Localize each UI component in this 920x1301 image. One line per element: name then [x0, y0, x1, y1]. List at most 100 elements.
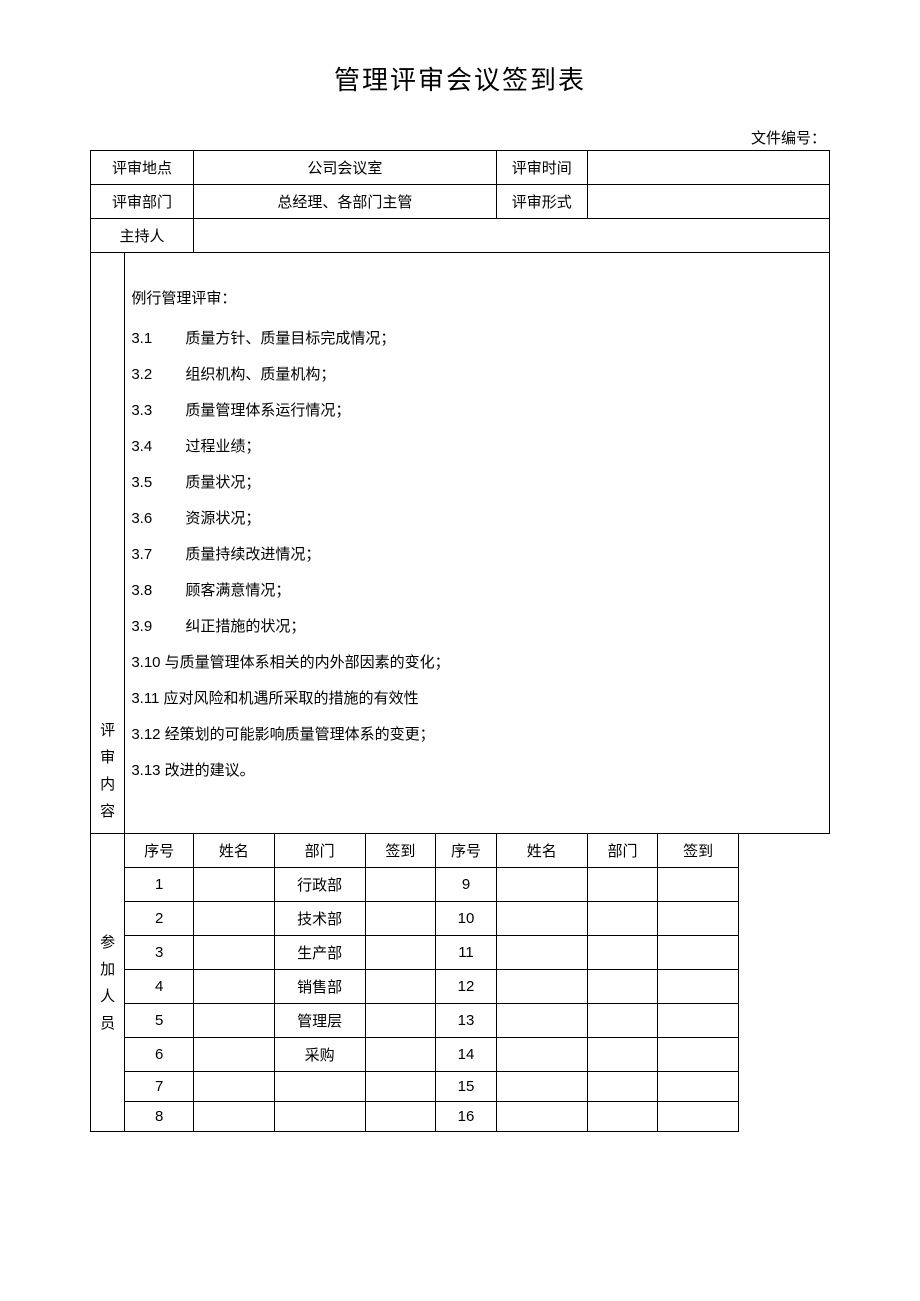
- seq-cell: 1: [125, 868, 194, 902]
- review-content-row: 评 审 内 容 例行管理评审： 3.1质量方针、质量目标完成情况； 3.2组织机…: [91, 253, 830, 834]
- dept-cell: [274, 1072, 365, 1102]
- dept-cell: [587, 1004, 658, 1038]
- name-cell: [496, 902, 587, 936]
- seq-cell: 12: [436, 970, 497, 1004]
- name-cell: [496, 1004, 587, 1038]
- name-cell: [193, 1072, 274, 1102]
- header-row-dept: 评审部门 总经理、各部门主管 评审形式: [91, 185, 830, 219]
- sign-cell: [658, 902, 739, 936]
- attend-row: 5 管理层 13: [91, 1004, 830, 1038]
- review-item: 3.7质量持续改进情况；: [131, 537, 823, 573]
- sign-cell: [658, 1004, 739, 1038]
- review-item: 3.11 应对风险和机遇所采取的措施的有效性: [131, 681, 823, 717]
- sign-cell: [365, 1004, 436, 1038]
- sign-cell: [365, 902, 436, 936]
- seq-cell: 13: [436, 1004, 497, 1038]
- attend-row: 7 15: [91, 1072, 830, 1102]
- dept-cell: [587, 1102, 658, 1132]
- sign-cell: [658, 1038, 739, 1072]
- attend-row: 8 16: [91, 1102, 830, 1132]
- attend-row: 3 生产部 11: [91, 936, 830, 970]
- review-item: 3.10 与质量管理体系相关的内外部因素的变化；: [131, 645, 823, 681]
- name-cell: [193, 970, 274, 1004]
- col-name: 姓名: [193, 834, 274, 868]
- dept-cell: [587, 1038, 658, 1072]
- dept-cell: 技术部: [274, 902, 365, 936]
- host-value: [193, 219, 829, 253]
- dept-cell: [587, 970, 658, 1004]
- review-item: 3.5质量状况；: [131, 465, 823, 501]
- seq-cell: 10: [436, 902, 497, 936]
- review-item: 3.9纠正措施的状况；: [131, 609, 823, 645]
- col-name: 姓名: [496, 834, 587, 868]
- col-dept: 部门: [274, 834, 365, 868]
- location-label: 评审地点: [91, 151, 194, 185]
- dept-cell: [587, 868, 658, 902]
- attend-row: 2 技术部 10: [91, 902, 830, 936]
- dept-cell: [274, 1102, 365, 1132]
- review-item: 3.6资源状况；: [131, 501, 823, 537]
- review-item: 3.2组织机构、质量机构；: [131, 357, 823, 393]
- name-cell: [496, 1102, 587, 1132]
- dept-cell: 行政部: [274, 868, 365, 902]
- review-spacer: [131, 789, 823, 825]
- sign-cell: [365, 868, 436, 902]
- header-row-host: 主持人: [91, 219, 830, 253]
- dept-cell: [587, 1072, 658, 1102]
- review-section-label: 评 审 内 容: [91, 253, 125, 834]
- dept-cell: [587, 902, 658, 936]
- sign-cell: [365, 936, 436, 970]
- dept-label: 评审部门: [91, 185, 194, 219]
- dept-cell: [587, 936, 658, 970]
- sign-cell: [658, 936, 739, 970]
- attend-row: 1 行政部 9: [91, 868, 830, 902]
- sign-cell: [658, 1102, 739, 1132]
- time-label: 评审时间: [496, 151, 587, 185]
- header-row-location: 评审地点 公司会议室 评审时间: [91, 151, 830, 185]
- name-cell: [496, 1038, 587, 1072]
- name-cell: [193, 902, 274, 936]
- review-item: 3.4过程业绩；: [131, 429, 823, 465]
- name-cell: [193, 1102, 274, 1132]
- form-table: 评审地点 公司会议室 评审时间 评审部门 总经理、各部门主管 评审形式 主持人 …: [90, 150, 830, 1132]
- review-item: 3.12 经策划的可能影响质量管理体系的变更；: [131, 717, 823, 753]
- review-item: 3.8顾客满意情况；: [131, 573, 823, 609]
- seq-cell: 2: [125, 902, 194, 936]
- review-item: 3.13 改进的建议。: [131, 753, 823, 789]
- host-label: 主持人: [91, 219, 194, 253]
- dept-cell: 管理层: [274, 1004, 365, 1038]
- attend-row: 4 销售部 12: [91, 970, 830, 1004]
- name-cell: [193, 868, 274, 902]
- attend-header-row: 参 加 人 员 序号 姓名 部门 签到 序号 姓名 部门 签到: [91, 834, 830, 868]
- page-title: 管理评审会议签到表: [90, 60, 830, 97]
- seq-cell: 4: [125, 970, 194, 1004]
- dept-cell: 采购: [274, 1038, 365, 1072]
- attend-row: 6 采购 14: [91, 1038, 830, 1072]
- sign-cell: [365, 1072, 436, 1102]
- dept-value: 总经理、各部门主管: [193, 185, 496, 219]
- attend-section-label: 参 加 人 员: [91, 834, 125, 1132]
- seq-cell: 8: [125, 1102, 194, 1132]
- review-content-cell: 例行管理评审： 3.1质量方针、质量目标完成情况； 3.2组织机构、质量机构； …: [125, 253, 830, 834]
- name-cell: [193, 1038, 274, 1072]
- sign-cell: [658, 1072, 739, 1102]
- col-sign: 签到: [365, 834, 436, 868]
- col-sign: 签到: [658, 834, 739, 868]
- name-cell: [496, 1072, 587, 1102]
- dept-cell: 生产部: [274, 936, 365, 970]
- seq-cell: 9: [436, 868, 497, 902]
- sign-cell: [365, 970, 436, 1004]
- form-label: 评审形式: [496, 185, 587, 219]
- name-cell: [193, 1004, 274, 1038]
- document-number-label: 文件编号：: [90, 127, 830, 148]
- seq-cell: 11: [436, 936, 497, 970]
- seq-cell: 15: [436, 1072, 497, 1102]
- seq-cell: 3: [125, 936, 194, 970]
- review-intro: 例行管理评审：: [131, 281, 823, 317]
- sign-cell: [365, 1102, 436, 1132]
- time-value: [587, 151, 829, 185]
- seq-cell: 16: [436, 1102, 497, 1132]
- col-seq: 序号: [125, 834, 194, 868]
- sign-cell: [658, 868, 739, 902]
- location-value: 公司会议室: [193, 151, 496, 185]
